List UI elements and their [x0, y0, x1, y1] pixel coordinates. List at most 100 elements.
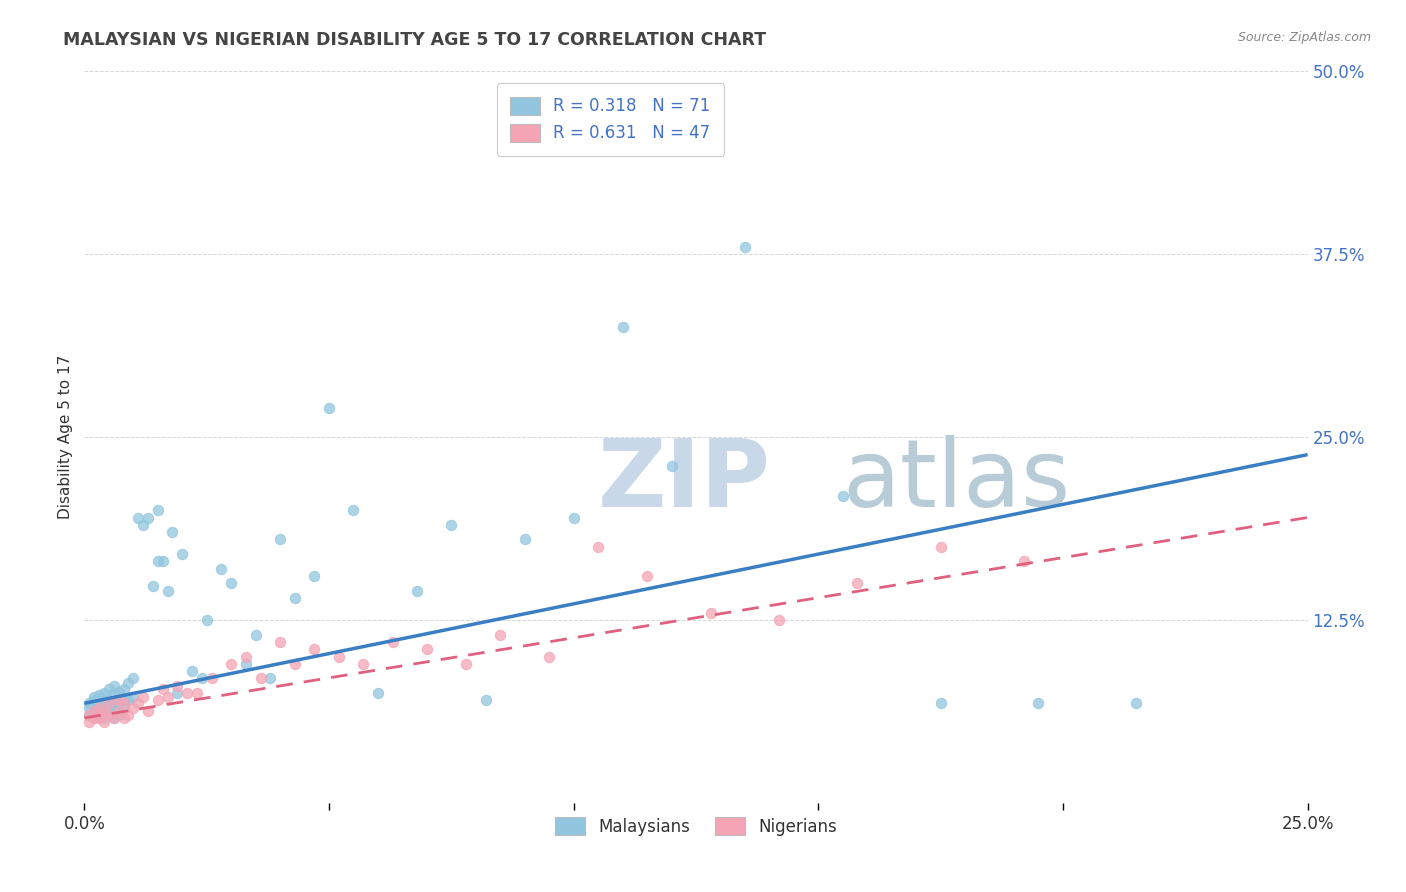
Point: [77, 700, 100, 714]
Point: [166, 679, 188, 693]
Point: [83, 693, 105, 707]
Point: [146, 693, 169, 707]
Point: [93, 711, 115, 725]
Point: [87, 702, 110, 716]
Point: [245, 627, 267, 641]
Point: [156, 690, 179, 705]
Point: [1028, 696, 1050, 710]
Point: [97, 700, 120, 714]
Point: [127, 696, 149, 710]
Point: [107, 684, 129, 698]
Point: [97, 681, 120, 696]
Point: [181, 664, 204, 678]
Point: [93, 704, 115, 718]
Point: [200, 672, 222, 686]
Point: [474, 693, 496, 707]
Point: [132, 690, 155, 705]
Point: [304, 569, 326, 583]
Point: [166, 686, 188, 700]
Point: [636, 569, 658, 583]
Point: [612, 320, 634, 334]
Point: [406, 583, 429, 598]
Point: [112, 696, 135, 710]
Point: [304, 642, 326, 657]
Point: [235, 657, 257, 671]
Point: [103, 711, 125, 725]
Point: [87, 708, 110, 723]
Point: [77, 708, 100, 723]
Point: [103, 704, 125, 718]
Point: [93, 715, 115, 730]
Point: [186, 686, 208, 700]
Point: [83, 705, 105, 719]
Point: [152, 681, 174, 696]
Point: [562, 510, 585, 524]
Point: [122, 690, 145, 705]
Point: [661, 459, 683, 474]
Point: [219, 657, 242, 671]
Point: [127, 510, 149, 524]
Point: [768, 613, 790, 627]
Text: MALAYSIAN VS NIGERIAN DISABILITY AGE 5 TO 17 CORRELATION CHART: MALAYSIAN VS NIGERIAN DISABILITY AGE 5 T…: [63, 31, 766, 49]
Point: [195, 613, 218, 627]
Point: [107, 708, 129, 723]
Point: [93, 686, 115, 700]
Point: [112, 711, 135, 725]
Point: [97, 708, 120, 723]
Point: [117, 676, 139, 690]
Point: [352, 657, 374, 671]
Point: [172, 547, 194, 561]
Text: ZIP: ZIP: [598, 435, 770, 527]
Point: [87, 688, 110, 702]
Point: [489, 627, 512, 641]
Point: [513, 533, 536, 547]
Point: [112, 693, 135, 707]
Point: [219, 576, 242, 591]
Point: [93, 693, 115, 707]
Point: [122, 700, 145, 714]
Point: [381, 635, 404, 649]
Point: [152, 554, 174, 568]
Point: [284, 591, 307, 605]
Point: [734, 240, 756, 254]
Point: [132, 517, 155, 532]
Point: [77, 715, 100, 730]
Point: [831, 489, 853, 503]
Point: [136, 704, 159, 718]
Point: [929, 540, 952, 554]
Point: [699, 606, 721, 620]
Point: [1125, 696, 1147, 710]
Text: Source: ZipAtlas.com: Source: ZipAtlas.com: [1237, 31, 1371, 45]
Point: [97, 708, 120, 723]
Point: [191, 672, 214, 686]
Point: [235, 649, 257, 664]
Point: [107, 696, 129, 710]
Point: [146, 503, 169, 517]
Point: [136, 510, 159, 524]
Point: [284, 657, 307, 671]
Point: [929, 696, 952, 710]
Point: [249, 672, 271, 686]
Point: [107, 693, 129, 707]
Point: [146, 554, 169, 568]
Point: [83, 711, 105, 725]
Point: [367, 686, 389, 700]
Point: [269, 635, 291, 649]
Point: [440, 517, 463, 532]
Point: [87, 711, 110, 725]
Point: [176, 686, 198, 700]
Point: [538, 649, 561, 664]
Point: [259, 672, 281, 686]
Point: [103, 711, 125, 725]
Point: [416, 642, 439, 657]
Point: [342, 503, 364, 517]
Point: [117, 708, 139, 723]
Point: [156, 583, 179, 598]
Y-axis label: Disability Age 5 to 17: Disability Age 5 to 17: [58, 355, 73, 519]
Point: [83, 711, 105, 725]
Point: [107, 705, 129, 719]
Point: [586, 540, 609, 554]
Legend: Malaysians, Nigerians: Malaysians, Nigerians: [541, 804, 851, 849]
Point: [77, 696, 100, 710]
Point: [77, 708, 100, 723]
